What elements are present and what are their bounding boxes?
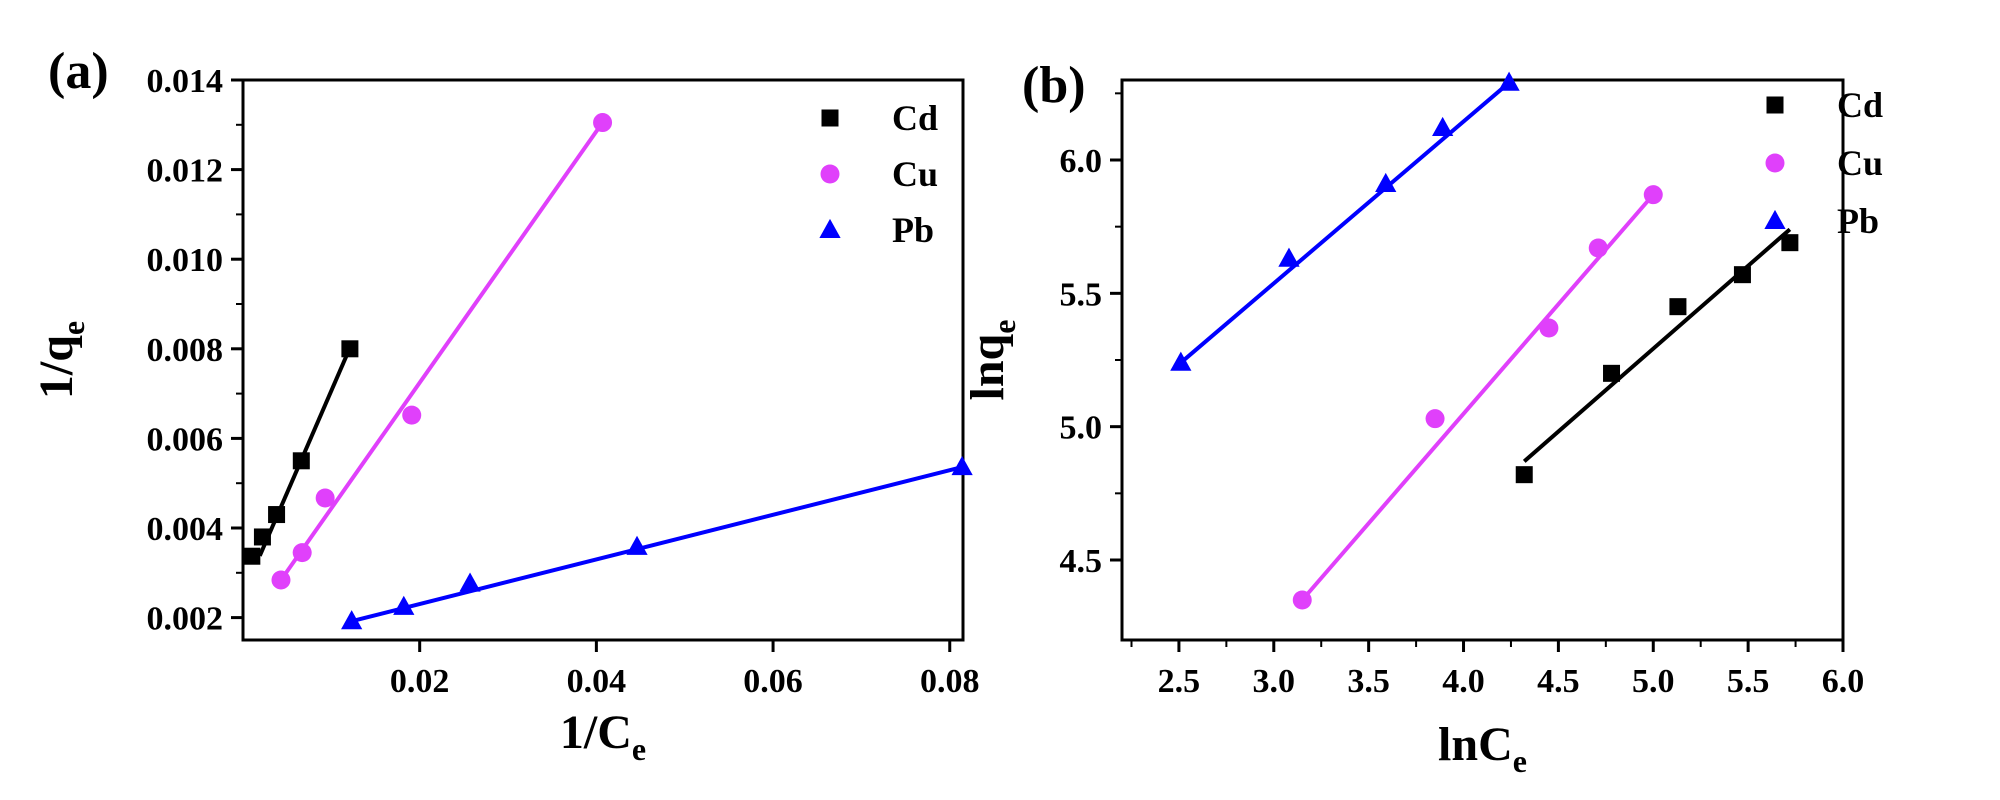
data-point-cd bbox=[341, 340, 359, 358]
legend-marker-pb bbox=[819, 218, 841, 239]
y-tick-label: 5.0 bbox=[1060, 410, 1103, 447]
x-tick-label: 5.0 bbox=[1632, 663, 1675, 700]
x-tick-label: 0.08 bbox=[920, 663, 980, 700]
y-tick-label: 5.5 bbox=[1060, 276, 1103, 313]
fit-line-pb bbox=[1179, 81, 1511, 365]
data-point-cd bbox=[1603, 364, 1621, 382]
y-tick-label: 6.0 bbox=[1060, 143, 1103, 180]
y-axis-title: lnqe bbox=[961, 320, 1022, 401]
data-point-pb bbox=[459, 572, 481, 592]
y-tick-label: 0.010 bbox=[147, 242, 224, 279]
data-point-pb bbox=[1170, 351, 1192, 371]
legend-marker-cu bbox=[820, 164, 840, 184]
y-tick-label: 0.014 bbox=[147, 63, 224, 100]
panel-a: 0.02 0.04 0.06 0.08 0.002 0.004 0.006 0.008 0.01… bbox=[30, 43, 979, 767]
legend-label-pb: Pb bbox=[1837, 201, 1879, 241]
fit-line-cu bbox=[279, 121, 605, 582]
data-point-cu bbox=[315, 488, 335, 508]
y-tick-label: 0.008 bbox=[147, 332, 224, 369]
data-point-cu bbox=[271, 570, 291, 590]
data-point-cd bbox=[292, 452, 310, 470]
legend-label-pb: Pb bbox=[892, 210, 934, 250]
y-tick-label: 0.012 bbox=[147, 153, 224, 190]
data-point-cu bbox=[1292, 590, 1312, 610]
data-point-pb bbox=[951, 456, 973, 476]
y-tick-label: 0.002 bbox=[147, 601, 224, 638]
data-point-cd bbox=[1669, 298, 1687, 316]
data-point-cu bbox=[292, 543, 312, 563]
data-point-cd bbox=[1733, 266, 1751, 284]
panel-label: (b) bbox=[1022, 57, 1086, 114]
x-tick-label: 0.06 bbox=[743, 663, 803, 700]
data-point-cd bbox=[268, 506, 286, 524]
y-tick-label: 4.5 bbox=[1060, 543, 1103, 580]
legend-label-cd: Cd bbox=[892, 98, 938, 138]
legend-marker-pb bbox=[1764, 209, 1786, 230]
data-point-pb bbox=[1375, 172, 1397, 193]
x-tick-label: 6.0 bbox=[1822, 663, 1865, 700]
x-tick-label: 3.0 bbox=[1253, 663, 1296, 700]
x-tick-label: 5.5 bbox=[1727, 663, 1770, 700]
data-point-pb bbox=[341, 610, 363, 630]
y-tick-label: 0.006 bbox=[147, 421, 224, 458]
data-point-cd bbox=[1781, 234, 1799, 252]
data-point-pb bbox=[1432, 116, 1454, 137]
data-point-cu bbox=[1643, 185, 1663, 205]
x-axis-title: lnCe bbox=[1438, 718, 1527, 779]
y-axis-title: 1/qe bbox=[30, 321, 91, 399]
data-point-pb bbox=[1278, 247, 1300, 267]
legend-marker-cu bbox=[1765, 153, 1785, 173]
data-point-cu bbox=[1588, 238, 1608, 258]
x-tick-label: 4.5 bbox=[1537, 663, 1580, 700]
data-point-cd bbox=[253, 528, 271, 546]
data-point-cu bbox=[1539, 318, 1559, 338]
panel-b: 2.5 3.0 3.5 4.0 4.5 5.0 5.5 6.0 4.5 5.0 5.5 6.0 lnCe… bbox=[961, 57, 1883, 779]
data-point-pb bbox=[393, 595, 415, 615]
x-tick-label: 0.02 bbox=[390, 663, 450, 700]
legend-label-cd: Cd bbox=[1837, 85, 1883, 125]
data-point-cd bbox=[1515, 466, 1533, 484]
legend-marker-cd bbox=[1766, 96, 1784, 114]
data-point-cu bbox=[1425, 409, 1445, 429]
fit-line-pb bbox=[351, 465, 963, 624]
x-tick-label: 0.04 bbox=[567, 663, 627, 700]
data-point-cd bbox=[243, 547, 261, 565]
data-point-cu bbox=[593, 113, 613, 133]
legend-label-cu: Cu bbox=[892, 154, 938, 194]
x-tick-label: 3.5 bbox=[1347, 663, 1390, 700]
data-point-pb bbox=[626, 535, 648, 555]
data-point-cu bbox=[402, 405, 422, 425]
x-axis-title: 1/Ce bbox=[560, 706, 646, 767]
panel-label: (a) bbox=[48, 43, 109, 100]
y-tick-label: 0.004 bbox=[147, 511, 224, 548]
x-tick-label: 4.0 bbox=[1442, 663, 1485, 700]
plot-frame bbox=[241, 78, 965, 642]
legend-marker-cd bbox=[821, 109, 839, 127]
fit-line-cu bbox=[1300, 193, 1655, 602]
x-tick-label: 2.5 bbox=[1158, 663, 1201, 700]
legend-label-cu: Cu bbox=[1837, 143, 1883, 183]
data-point-pb bbox=[1498, 71, 1520, 91]
